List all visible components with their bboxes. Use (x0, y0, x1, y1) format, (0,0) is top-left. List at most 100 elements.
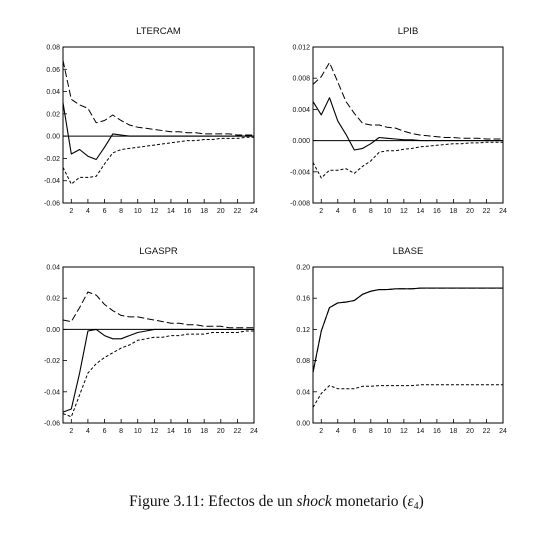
y-tick-label: 0.04 (296, 389, 310, 396)
x-tick-label: 2 (319, 208, 323, 215)
caption-post: monetario (335, 493, 399, 510)
x-tick-label: 8 (119, 208, 123, 215)
x-tick-label: 4 (336, 428, 340, 435)
x-tick-label: 18 (450, 208, 458, 215)
x-tick-label: 14 (167, 208, 175, 215)
x-tick-label: 4 (86, 428, 90, 435)
y-tick-label: -0.004 (290, 169, 310, 176)
plot-frame (312, 266, 504, 424)
y-tick-label: -0.02 (44, 358, 60, 365)
y-tick-label: -0.06 (44, 201, 60, 208)
y-tick-label: 0.00 (296, 421, 310, 428)
plot-frame (62, 46, 255, 204)
series-lower-line (62, 330, 254, 418)
y-tick-label: 0.02 (46, 296, 60, 303)
x-tick-label: 20 (217, 208, 225, 215)
x-tick-label: 24 (250, 428, 258, 435)
series-response-line (62, 328, 254, 413)
x-tick-label: 14 (167, 428, 175, 435)
plot-frame (312, 46, 504, 204)
x-tick-label: 18 (200, 428, 208, 435)
y-tick-label: 0.00 (46, 134, 60, 141)
x-tick-label: 20 (466, 428, 474, 435)
x-tick-label: 2 (69, 208, 73, 215)
series-upper-line (312, 62, 503, 140)
caption-subscript: 4 (413, 501, 419, 512)
panel-title: LBASE (393, 246, 424, 257)
y-tick-label: -0.06 (44, 421, 60, 428)
x-tick-label: 20 (217, 428, 225, 435)
x-tick-label: 10 (134, 428, 142, 435)
x-tick-label: 14 (416, 208, 424, 215)
y-tick-label: -0.04 (44, 178, 60, 185)
x-tick-label: 24 (250, 208, 258, 215)
x-tick-label: 16 (184, 428, 192, 435)
series-lower-line (62, 136, 254, 185)
x-tick-label: 22 (233, 208, 241, 215)
y-tick-label: 0.04 (46, 89, 60, 96)
x-tick-label: 14 (416, 428, 424, 435)
series-response-line (62, 102, 254, 161)
panel-title: LTERCAM (136, 26, 181, 37)
caption-pre: Efectos de un (208, 493, 293, 510)
x-tick-label: 12 (400, 428, 408, 435)
x-tick-label: 4 (86, 208, 90, 215)
caption-label: Figure 3.11: (129, 493, 205, 510)
y-tick-label: 0.004 (292, 107, 310, 114)
y-tick-label: -0.008 (290, 201, 310, 208)
series-upper-line (312, 287, 503, 373)
caption-emph: shock (296, 493, 332, 510)
y-tick-label: 0.008 (292, 76, 310, 83)
x-tick-label: 6 (103, 428, 107, 435)
x-tick-label: 10 (134, 208, 142, 215)
series-response-line (312, 287, 503, 373)
x-tick-label: 18 (450, 428, 458, 435)
x-tick-label: 16 (433, 428, 441, 435)
x-tick-label: 6 (352, 428, 356, 435)
x-tick-label: 2 (69, 428, 73, 435)
series-upper-line (62, 291, 254, 329)
y-tick-label: 0.16 (296, 296, 310, 303)
y-tick-label: 0.08 (296, 358, 310, 365)
y-tick-label: 0.02 (46, 111, 60, 118)
series-upper-line (62, 60, 254, 136)
y-tick-label: 0.08 (46, 45, 60, 52)
y-tick-label: -0.02 (44, 156, 60, 163)
x-tick-label: 18 (200, 208, 208, 215)
series-lower-line (312, 384, 503, 408)
x-tick-label: 6 (103, 208, 107, 215)
y-tick-label: 0.20 (296, 265, 310, 272)
x-tick-label: 16 (433, 208, 441, 215)
x-tick-label: 10 (383, 428, 391, 435)
x-tick-label: 4 (336, 208, 340, 215)
y-tick-label: 0.04 (46, 265, 60, 272)
series-lower-line (312, 141, 503, 179)
y-tick-label: 0.12 (296, 327, 310, 334)
caption-symbol: ε (407, 493, 414, 510)
x-tick-label: 12 (150, 428, 158, 435)
x-tick-label: 10 (383, 208, 391, 215)
plot-frame (62, 266, 255, 424)
panel-title: LGASPR (139, 246, 178, 257)
figure-caption: Figure 3.11: Efectos de un shock monetar… (129, 493, 424, 512)
y-tick-label: -0.04 (44, 389, 60, 396)
x-tick-label: 12 (400, 208, 408, 215)
panel-ltercam: LTERCAM 0.08 0.06 0.04 0.02 0.00 -0.02 -0.04 -0.… (44, 26, 258, 215)
x-tick-label: 22 (233, 428, 241, 435)
x-tick-label: 2 (319, 428, 323, 435)
y-tick-label: 0.000 (292, 138, 310, 145)
panel-title: LPIB (398, 26, 419, 37)
series-response-line (312, 97, 503, 151)
x-tick-label: 22 (483, 428, 491, 435)
x-tick-label: 12 (150, 208, 158, 215)
x-tick-label: 16 (184, 208, 192, 215)
x-tick-label: 24 (499, 428, 507, 435)
x-tick-label: 20 (466, 208, 474, 215)
y-tick-label: 0.012 (292, 45, 310, 52)
y-tick-label: 0.00 (46, 327, 60, 334)
x-tick-label: 6 (352, 208, 356, 215)
